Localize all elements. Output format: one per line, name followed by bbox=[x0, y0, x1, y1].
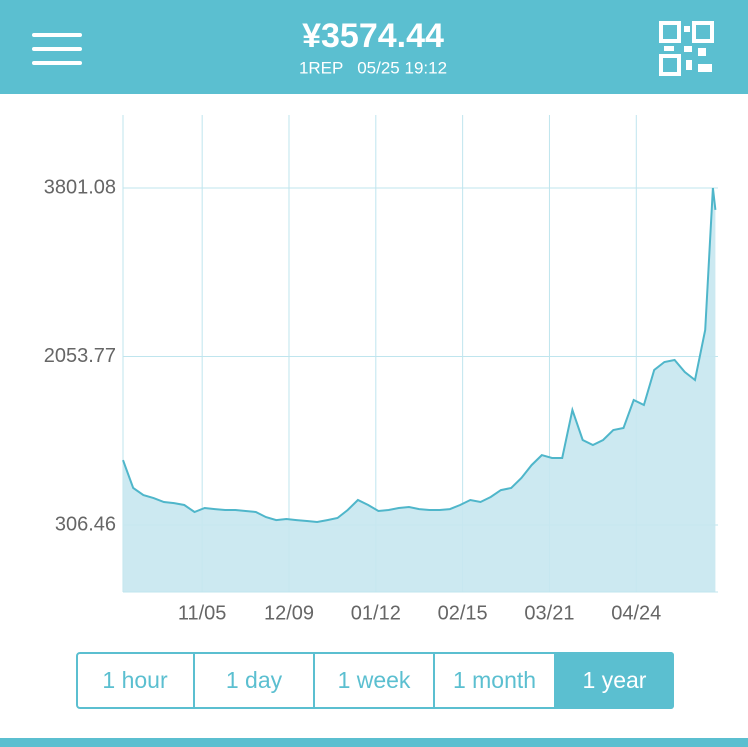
button-bg bbox=[555, 652, 674, 709]
qr-dot bbox=[684, 26, 690, 32]
header-bar bbox=[0, 0, 748, 94]
y-tick-label: 2053.77 bbox=[44, 345, 116, 367]
qr-dot bbox=[698, 48, 706, 56]
x-tick-label: 01/12 bbox=[351, 602, 401, 624]
chart: 306.46 2053.77 3801.08 11/05 12/09 01/12 02/15… bbox=[44, 115, 718, 624]
button-label: 1 day bbox=[226, 667, 283, 693]
qr-dot bbox=[664, 46, 674, 51]
range-button[interactable]: 1 hour bbox=[102, 667, 168, 693]
button-label: 1 year bbox=[583, 667, 647, 693]
range-button[interactable]: 1 month bbox=[433, 653, 536, 708]
range-button[interactable]: 1 day bbox=[193, 653, 283, 708]
x-tick-label: 12/09 bbox=[264, 602, 314, 624]
line bbox=[122, 187, 717, 524]
button-label: 1 month bbox=[453, 667, 536, 693]
qr-dot bbox=[686, 60, 692, 70]
qr-corner bbox=[692, 21, 714, 43]
price: ¥3574.44 bbox=[302, 17, 444, 55]
qr-corner bbox=[659, 21, 681, 43]
qr-button[interactable] bbox=[659, 21, 714, 76]
range-selector: 1 hour 1 day 1 week 1 month 1 year bbox=[76, 652, 674, 709]
footer-bar bbox=[0, 738, 748, 747]
area bbox=[123, 188, 716, 592]
x-tick-label: 04/24 bbox=[611, 602, 661, 624]
qr-dot bbox=[698, 64, 712, 72]
x-tick-label: 03/21 bbox=[524, 602, 574, 624]
x-tick-label: 11/05 bbox=[178, 602, 227, 624]
button-label: 1 hour bbox=[102, 667, 168, 693]
button-label: 1 week bbox=[338, 667, 411, 693]
qr-dot bbox=[684, 46, 692, 52]
y-tick-label: 3801.08 bbox=[44, 176, 116, 198]
range-button[interactable]: 1 week bbox=[313, 653, 411, 708]
qr-corner bbox=[659, 54, 681, 76]
range-button[interactable]: 1 year bbox=[554, 652, 674, 709]
x-tick-label: 02/15 bbox=[438, 602, 488, 624]
menu-button[interactable] bbox=[32, 33, 82, 65]
y-tick-label: 306.46 bbox=[55, 513, 116, 535]
subtitle: 1REP 05/25 19:12 bbox=[299, 58, 447, 77]
